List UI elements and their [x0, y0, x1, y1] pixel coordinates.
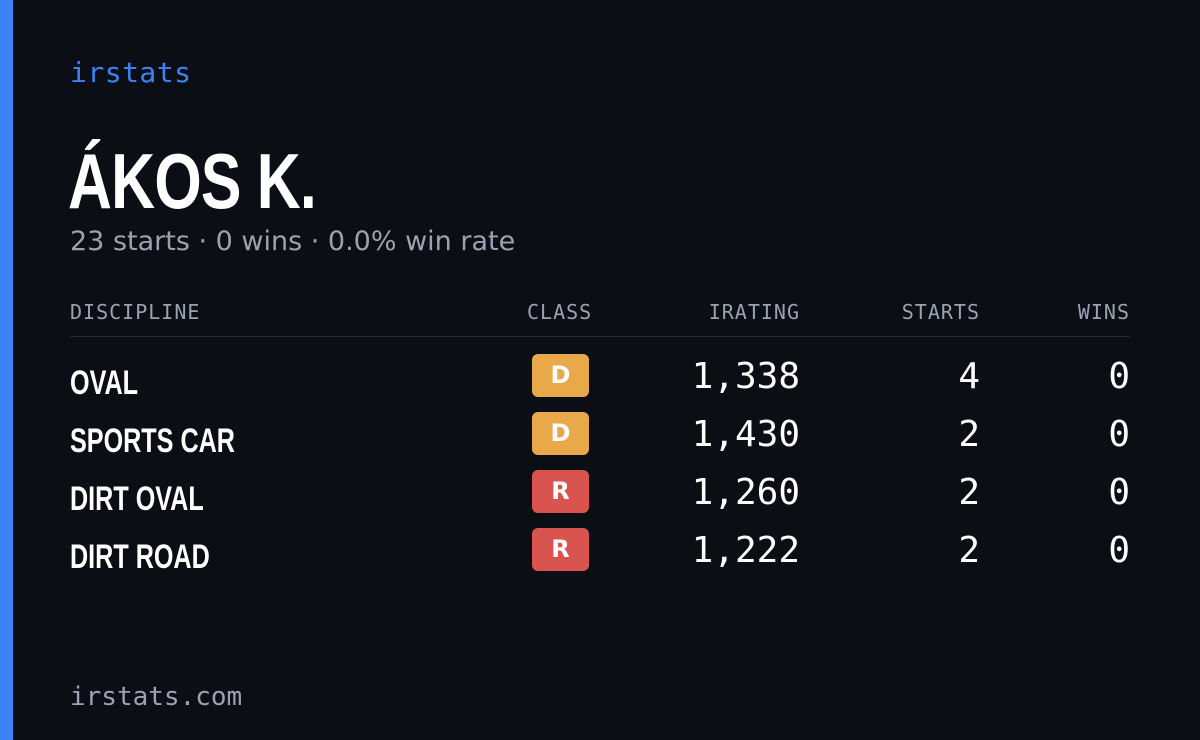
wins-value: 0	[1108, 356, 1130, 397]
brand-logo-text: irstats	[70, 56, 192, 89]
wins-value: 0	[1108, 414, 1130, 455]
wins-value: 0	[1108, 472, 1130, 513]
irating-value: 1,338	[691, 356, 800, 397]
discipline-name: OVAL	[70, 364, 139, 402]
starts-value: 2	[958, 530, 980, 571]
table-row: DIRT ROAD R 1,222 2 0	[70, 526, 1130, 582]
header-irating: IRATING	[708, 300, 800, 324]
driver-summary: 23 starts · 0 wins · 0.0% win rate	[70, 226, 516, 257]
table-header: DISCIPLINE CLASS IRATING STARTS WINS	[70, 300, 1130, 337]
wins-value: 0	[1108, 530, 1130, 571]
table-row: OVAL D 1,338 4 0	[70, 352, 1130, 408]
starts-value: 2	[958, 414, 980, 455]
class-badge: R	[532, 528, 589, 571]
header-starts: STARTS	[901, 300, 980, 324]
header-class: CLASS	[527, 300, 593, 324]
discipline-name: SPORTS CAR	[70, 422, 235, 460]
header-discipline: DISCIPLINE	[70, 300, 201, 324]
irating-value: 1,260	[691, 472, 800, 513]
accent-bar	[0, 0, 13, 740]
class-badge: D	[532, 354, 589, 397]
table-row: SPORTS CAR D 1,430 2 0	[70, 410, 1130, 466]
starts-value: 2	[958, 472, 980, 513]
discipline-name: DIRT ROAD	[70, 538, 210, 576]
irating-value: 1,430	[691, 414, 800, 455]
driver-name: ÁKOS K.	[68, 137, 317, 225]
irating-value: 1,222	[691, 530, 800, 571]
starts-value: 4	[958, 356, 980, 397]
class-badge: D	[532, 412, 589, 455]
footer-url: irstats.com	[70, 682, 243, 712]
discipline-name: DIRT OVAL	[70, 480, 204, 518]
header-wins: WINS	[1077, 300, 1130, 324]
table-row: DIRT OVAL R 1,260 2 0	[70, 468, 1130, 524]
class-badge: R	[532, 470, 589, 513]
